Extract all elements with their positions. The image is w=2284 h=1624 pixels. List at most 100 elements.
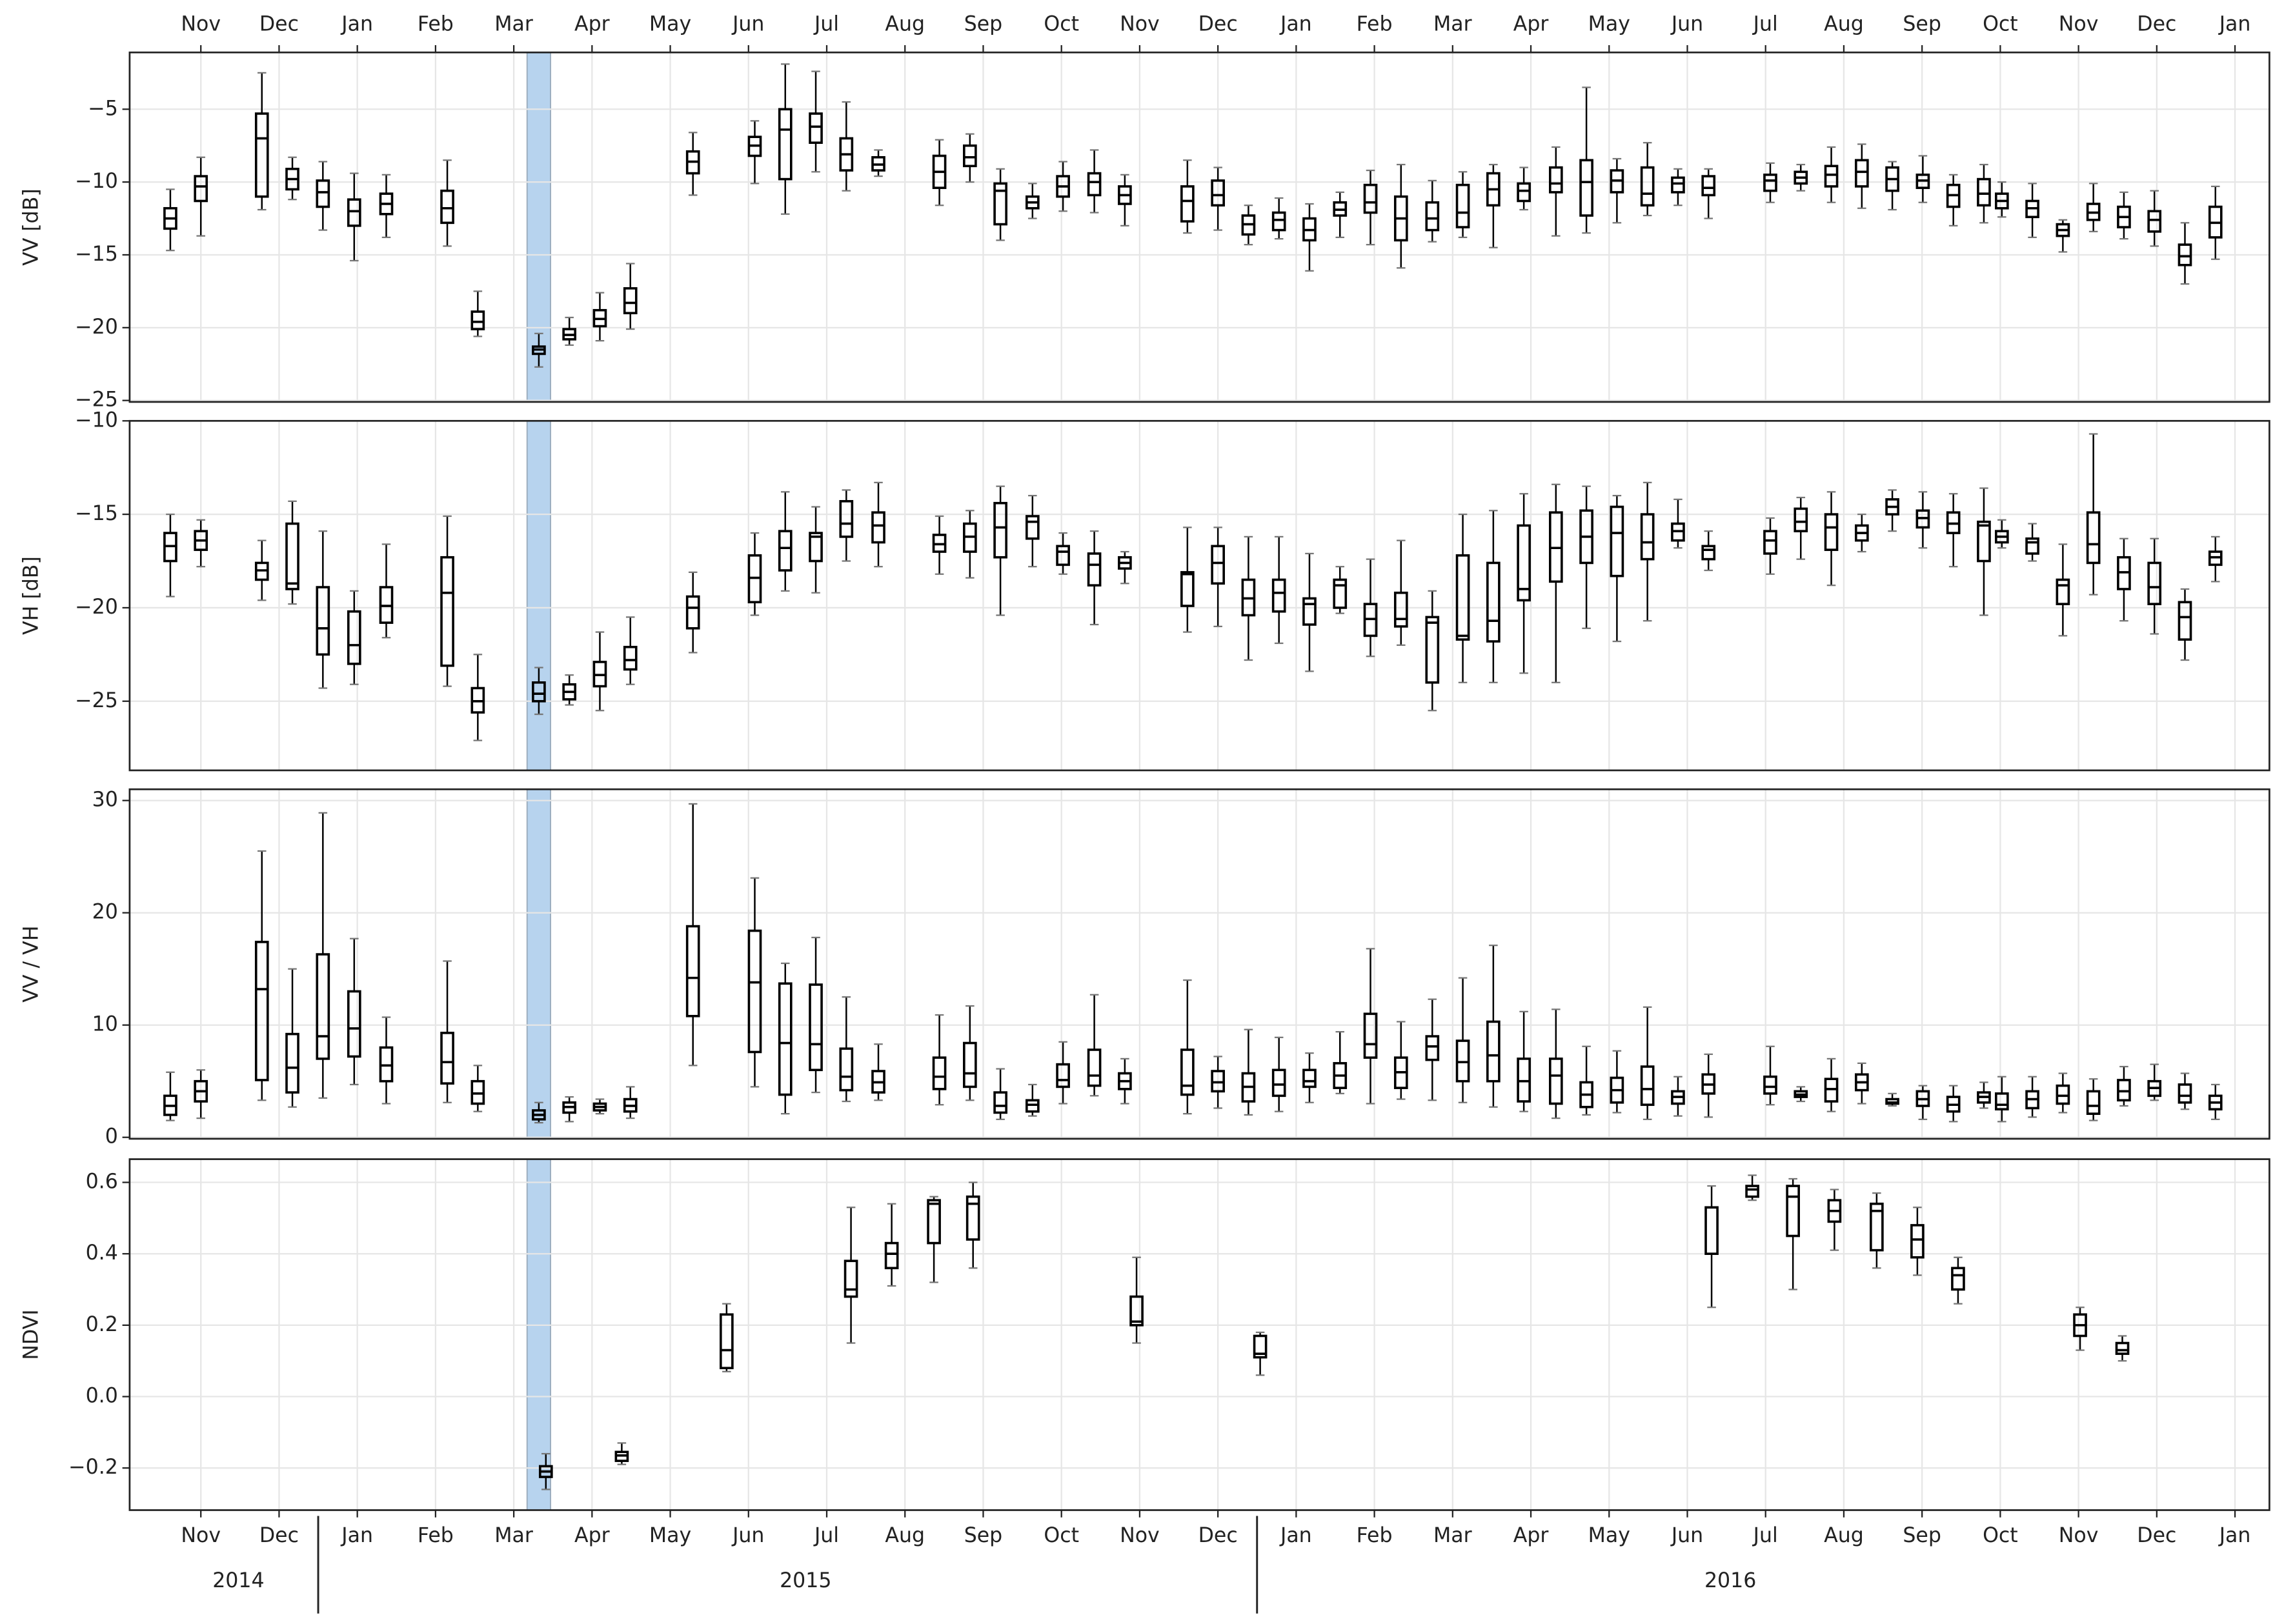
x-tick-label-bottom: Feb <box>418 1524 454 1547</box>
box <box>440 189 454 225</box>
x-tick-label-bottom: Dec <box>1198 1524 1238 1547</box>
box <box>993 182 1007 226</box>
box <box>844 1259 858 1298</box>
box <box>2178 1083 2192 1104</box>
box <box>1302 1068 1317 1088</box>
box <box>993 1091 1007 1114</box>
x-tick-label-bottom: Apr <box>1513 1524 1549 1547</box>
box <box>1517 182 1531 203</box>
box <box>720 1313 734 1370</box>
box <box>685 925 700 1018</box>
box <box>1211 179 1225 207</box>
y-tick-label: −20 <box>75 596 118 619</box>
x-tick-label-bottom: Aug <box>1824 1524 1864 1547</box>
x-tick-label-bottom: Oct <box>1044 1524 1079 1547</box>
box <box>1180 185 1195 223</box>
x-tick-label-top: Dec <box>2137 12 2176 35</box>
box <box>285 1032 299 1094</box>
x-tick-label-bottom: Jun <box>731 1524 764 1547</box>
box <box>1763 530 1777 555</box>
x-tick-label-top: Dec <box>259 12 299 35</box>
y-tick-label: −5 <box>88 97 118 120</box>
box <box>778 108 793 181</box>
year-label: 2015 <box>780 1569 831 1592</box>
box <box>1253 1334 1268 1359</box>
x-tick-label-bottom: May <box>649 1524 691 1547</box>
box <box>1363 183 1378 214</box>
box <box>1302 597 1317 626</box>
box <box>1786 1185 1800 1238</box>
box <box>2147 210 2162 233</box>
box <box>1129 1295 1144 1327</box>
x-tick-label-bottom: Dec <box>2137 1524 2176 1547</box>
x-tick-label-bottom: Apr <box>574 1524 610 1547</box>
y-axis-label: VV / VH <box>20 925 43 1002</box>
box <box>1056 545 1070 566</box>
highlight-band <box>526 788 551 1139</box>
box <box>965 1195 980 1241</box>
y-tick-label: −10 <box>75 408 118 432</box>
box <box>1579 159 1593 217</box>
x-tick-label-bottom: Nov <box>2059 1524 2099 1547</box>
x-tick-label-top: Feb <box>1357 12 1393 35</box>
x-tick-label-top: Sep <box>964 12 1003 35</box>
y-tick-label: −25 <box>75 689 118 712</box>
x-tick-label-top: May <box>1588 12 1630 35</box>
box <box>1517 524 1531 602</box>
y-axis-label: VH [dB] <box>20 556 43 635</box>
x-tick-label-top: Jun <box>1670 12 1703 35</box>
box <box>347 610 361 665</box>
box <box>1763 174 1777 192</box>
box <box>194 175 208 203</box>
x-tick-label-bottom: Sep <box>1903 1524 1941 1547</box>
box <box>809 112 823 144</box>
x-tick-label-top: Jan <box>340 12 373 35</box>
box <box>2178 601 2192 641</box>
x-tick-label-top: Aug <box>1824 12 1864 35</box>
box <box>1671 176 1685 194</box>
box <box>623 645 638 671</box>
x-tick-label-top: Dec <box>1198 12 1238 35</box>
box <box>1455 554 1470 641</box>
box <box>1824 513 1839 551</box>
box <box>1549 1058 1563 1105</box>
x-tick-label-top: Nov <box>2059 12 2099 35</box>
x-tick-label-bottom: Nov <box>1120 1524 1160 1547</box>
box <box>316 179 330 208</box>
y-axis-label: NDVI <box>20 1309 43 1359</box>
panel-frame <box>128 51 2270 403</box>
box <box>1333 578 1348 609</box>
x-tick-label-bottom: Jan <box>2218 1524 2251 1547</box>
x-tick-label-bottom: Jan <box>340 1524 373 1547</box>
x-tick-label-bottom: Mar <box>494 1524 533 1547</box>
box <box>1745 1185 1759 1198</box>
y-axis-label: VV [dB] <box>20 188 43 266</box>
box <box>1824 165 1839 188</box>
box <box>1486 561 1501 643</box>
x-tick-label-bottom: Jul <box>1752 1524 1778 1547</box>
box <box>254 112 269 198</box>
x-tick-label-bottom: Jun <box>1670 1524 1703 1547</box>
box <box>1393 591 1408 628</box>
x-tick-label-top: Oct <box>1044 12 1079 35</box>
box <box>1951 1267 1965 1291</box>
box <box>1640 1065 1655 1107</box>
y-tick-label: 0.2 <box>86 1313 118 1336</box>
year-label: 2016 <box>1704 1569 1756 1592</box>
x-tick-label-bottom: Aug <box>885 1524 925 1547</box>
y-tick-label: −15 <box>75 243 118 266</box>
box <box>1180 571 1195 607</box>
box <box>1425 616 1440 684</box>
box <box>1333 1062 1348 1089</box>
y-tick-label: −20 <box>75 316 118 339</box>
box <box>1026 515 1040 540</box>
box <box>1271 211 1286 232</box>
x-tick-label-top: Feb <box>418 12 454 35</box>
box <box>254 941 269 1081</box>
highlight-band <box>526 420 551 771</box>
panel-frame <box>128 419 2270 772</box>
panel-frame <box>128 1158 2270 1511</box>
box <box>1486 1020 1501 1083</box>
box <box>2086 1090 2101 1115</box>
